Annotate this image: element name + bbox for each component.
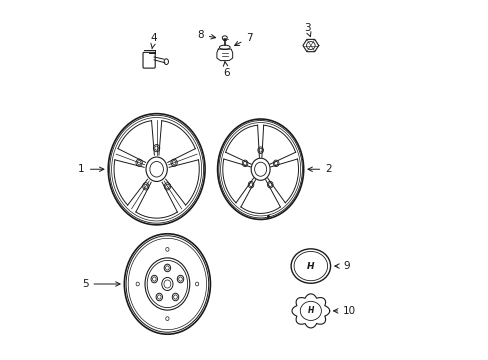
Text: 9: 9 (334, 261, 349, 271)
Text: H: H (306, 262, 314, 271)
Text: 10: 10 (333, 306, 356, 316)
Text: 6: 6 (223, 62, 229, 78)
Text: 8: 8 (197, 30, 215, 40)
Text: 3: 3 (304, 23, 310, 37)
Text: H: H (307, 306, 313, 315)
Text: 1: 1 (78, 164, 103, 174)
Text: 4: 4 (150, 33, 157, 49)
Text: 2: 2 (307, 164, 331, 174)
Text: 5: 5 (81, 279, 120, 289)
Text: 7: 7 (234, 33, 252, 45)
